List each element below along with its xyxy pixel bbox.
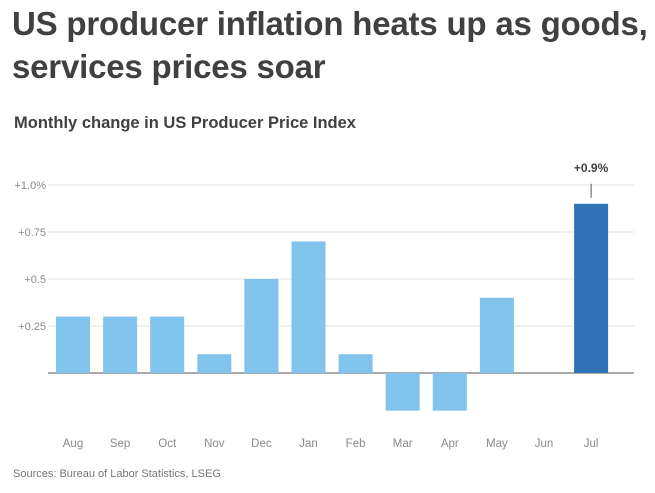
x-tick-label: Mar bbox=[393, 438, 413, 450]
bar bbox=[150, 316, 185, 373]
x-tick-label: Jul bbox=[584, 438, 599, 450]
y-tick-label: +0.75 bbox=[18, 227, 46, 239]
x-tick-label: Jan bbox=[299, 438, 318, 450]
x-tick-label: Jun bbox=[535, 438, 554, 450]
x-tick-label: Aug bbox=[63, 438, 83, 450]
x-tick-label: Dec bbox=[251, 438, 272, 450]
bar bbox=[197, 354, 232, 373]
bar bbox=[244, 279, 279, 373]
x-tick-label: Nov bbox=[204, 438, 225, 450]
bar bbox=[103, 316, 138, 373]
y-tick-label: +0.25 bbox=[18, 321, 46, 333]
bar bbox=[479, 297, 514, 373]
x-tick-label: May bbox=[486, 438, 508, 450]
bar bbox=[291, 241, 326, 373]
headline: US producer inflation heats up as goods,… bbox=[12, 5, 648, 85]
x-tick-label: Sep bbox=[110, 438, 130, 450]
annotation-label: +0.9% bbox=[574, 161, 609, 175]
y-tick-label: +0.5 bbox=[24, 274, 46, 286]
x-tick-label: Apr bbox=[441, 438, 459, 450]
y-tick-label: +1.0% bbox=[15, 180, 47, 192]
bar bbox=[385, 373, 420, 411]
bar-layer bbox=[56, 203, 609, 411]
x-tick-label: Feb bbox=[346, 438, 366, 450]
bar bbox=[432, 373, 467, 411]
label-layer: +0.25 +0.5 +0.75 +1.0% Aug Sep Oct Nov Dec Jan Feb… bbox=[15, 161, 609, 450]
chart-title: Monthly change in US Producer Price Inde… bbox=[14, 114, 356, 132]
bar bbox=[56, 316, 90, 373]
source-note: Sources: Bureau of Labor Statistics, LSE… bbox=[13, 468, 221, 480]
x-tick-label: Oct bbox=[158, 438, 177, 450]
bar bbox=[574, 203, 609, 373]
bar bbox=[338, 354, 373, 373]
